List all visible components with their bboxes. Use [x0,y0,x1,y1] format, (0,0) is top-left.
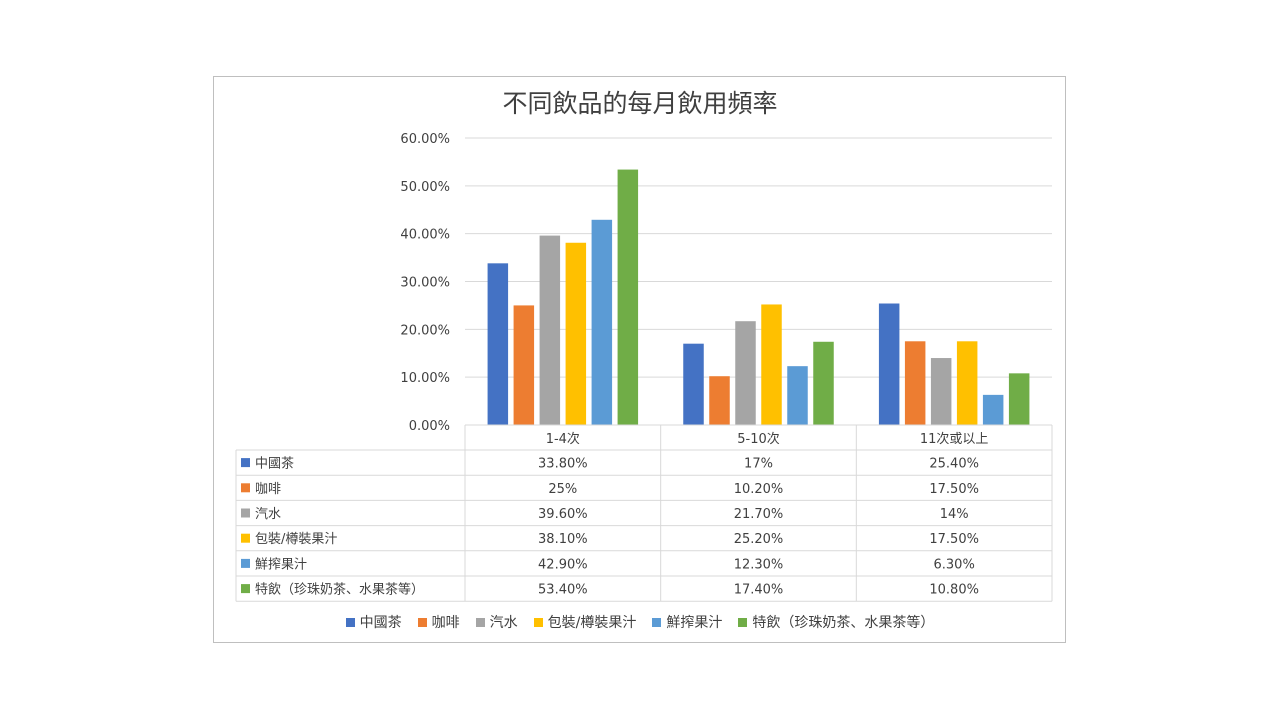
bar [878,303,900,425]
category-label: 5-10次 [737,431,780,447]
bar [539,235,561,425]
table-legend-key [241,533,250,543]
table-series-name: 包裝/樽裝果汁 [255,531,337,547]
y-tick-label: 50.00% [400,180,450,195]
bar [982,394,1004,425]
table-legend-key [241,558,250,568]
category-label: 1-4次 [546,431,580,447]
y-tick-label: 60.00% [400,132,450,147]
table-legend-key [241,483,250,493]
table-cell-value: 39.60% [538,507,588,522]
bar [513,305,535,425]
category-label: 11次或以上 [920,431,989,447]
bar [709,376,730,425]
table-legend-key [241,508,250,518]
table-legend-key [241,584,250,594]
table-series-name: 中國茶 [255,456,294,472]
table-cell-value: 17% [744,457,773,472]
bar [735,321,756,425]
legend-label: 汽水 [489,615,518,631]
table-series-name: 汽水 [255,507,281,522]
bar [617,169,639,425]
legend-item: 特飲（珍珠奶茶、水果茶等） [738,612,934,632]
legend-item: 汽水 [475,612,518,632]
legend-label: 中國茶 [359,615,402,631]
legend-item: 包裝/樽裝果汁 [533,612,637,632]
table-cell-value: 25.40% [929,457,979,472]
table-cell-value: 10.20% [734,482,784,497]
legend-item: 咖啡 [417,612,460,632]
y-tick-label: 0.00% [409,419,450,434]
table-legend-key [241,458,250,468]
table-series-name: 咖啡 [255,482,281,497]
legend-label: 咖啡 [431,615,460,631]
legend-swatch [738,617,748,627]
table-cell-value: 25.20% [734,532,784,547]
bar [787,366,808,425]
legend-label: 包裝/樽裝果汁 [547,615,637,631]
bar [930,358,952,425]
table-cell-value: 21.70% [734,507,784,522]
legend-swatch [533,617,543,627]
y-tick-label: 10.00% [400,371,450,386]
legend-item: 中國茶 [345,612,402,632]
table-cell-value: 53.40% [538,583,588,598]
chart-legend: 中國茶 咖啡 汽水 包裝/樽裝果汁 鮮搾果汁 特飲（珍珠奶茶、水果茶等） [0,612,1280,632]
table-cell-value: 17.50% [929,532,979,547]
legend-label: 鮮搾果汁 [666,615,723,631]
bar [565,242,587,425]
table-cell-value: 10.80% [929,583,979,598]
y-tick-label: 30.00% [400,276,450,291]
table-cell-value: 17.50% [929,482,979,497]
table-cell-value: 6.30% [934,557,975,572]
table-cell-value: 25% [548,482,577,497]
bar [761,304,782,425]
legend-swatch [417,617,427,627]
table-series-name: 鮮搾果汁 [255,556,307,572]
table-cell-value: 17.40% [734,583,784,598]
y-tick-label: 20.00% [400,323,450,338]
bar [1008,373,1030,425]
legend-swatch [475,617,485,627]
legend-item: 鮮搾果汁 [652,612,722,632]
table-cell-value: 14% [940,507,969,522]
y-tick-label: 40.00% [400,228,450,243]
bar [956,341,978,425]
table-cell-value: 38.10% [538,532,588,547]
chart-title: 不同飲品的每月飲用頻率 [502,89,778,118]
legend-swatch [345,617,355,627]
table-cell-value: 12.30% [734,557,784,572]
legend-label: 特飲（珍珠奶茶、水果茶等） [752,615,935,631]
table-cell-value: 33.80% [538,457,588,472]
legend-swatch [652,617,662,627]
table-cell-value: 42.90% [538,557,588,572]
bar [591,219,613,425]
bar [683,343,704,425]
bar [813,341,834,425]
bar [487,263,509,425]
table-series-name: 特飲（珍珠奶茶、水果茶等） [255,582,424,598]
bar [904,341,926,425]
